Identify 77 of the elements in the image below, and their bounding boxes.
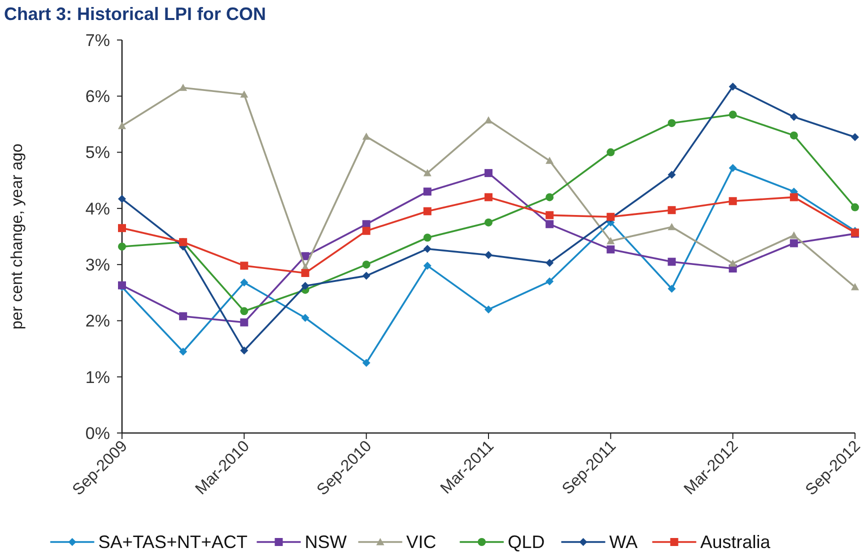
point	[668, 170, 676, 179]
point	[546, 193, 554, 202]
point	[423, 244, 432, 253]
point	[423, 207, 432, 216]
point	[728, 259, 737, 267]
point	[179, 312, 188, 320]
legend-label: Australia	[700, 532, 772, 552]
point	[301, 282, 310, 290]
y-tick-label: 1%	[85, 368, 110, 387]
y-tick-label: 2%	[85, 312, 110, 331]
point	[423, 188, 432, 196]
y-tick-label: 5%	[85, 143, 110, 162]
point	[484, 169, 492, 178]
y-axis-title: per cent change, year ago	[9, 143, 26, 330]
point	[790, 131, 798, 140]
point	[423, 262, 432, 270]
point	[790, 239, 798, 248]
point	[728, 110, 737, 119]
point	[240, 346, 248, 354]
point	[118, 224, 126, 232]
point	[668, 222, 676, 230]
point	[546, 156, 554, 164]
point	[790, 112, 798, 121]
point	[668, 206, 676, 214]
point	[546, 277, 554, 286]
point	[484, 116, 492, 124]
point	[362, 260, 370, 269]
y-tick-label: 7%	[85, 30, 110, 50]
chart-title: Chart 3: Historical LPI for CON	[4, 4, 266, 24]
point	[546, 220, 554, 228]
y-tick-label: 3%	[85, 256, 110, 275]
point	[606, 236, 615, 244]
point	[362, 132, 370, 140]
legend-label: SA+TAS+NT+ACT	[98, 532, 248, 552]
point	[668, 119, 676, 128]
point	[484, 193, 492, 202]
point	[668, 284, 676, 293]
point	[851, 203, 859, 212]
point	[240, 307, 248, 316]
point	[301, 314, 310, 322]
point	[240, 318, 248, 326]
point	[362, 272, 370, 280]
point	[606, 148, 615, 156]
y-tick-label: 6%	[85, 87, 110, 106]
point	[790, 193, 798, 202]
legend-label: VIC	[406, 532, 436, 552]
point	[240, 90, 248, 98]
point	[851, 133, 859, 142]
point	[606, 245, 615, 254]
legend-label: NSW	[304, 532, 347, 552]
point	[851, 283, 859, 290]
point	[179, 348, 188, 356]
point	[728, 82, 737, 91]
point	[546, 211, 554, 220]
point	[118, 242, 126, 251]
point	[240, 278, 248, 287]
point	[179, 84, 188, 91]
point	[484, 251, 492, 260]
legend-label: QLD	[508, 532, 545, 552]
point	[484, 305, 492, 314]
y-tick-label: 0%	[85, 424, 110, 443]
point	[301, 268, 310, 277]
point	[790, 231, 798, 239]
point	[362, 358, 370, 367]
point	[423, 169, 432, 176]
point	[240, 262, 248, 270]
point	[118, 194, 126, 203]
legend-label: WA	[609, 532, 638, 552]
point	[668, 258, 676, 266]
point	[728, 164, 737, 172]
point	[362, 226, 370, 235]
point	[423, 234, 432, 242]
point	[484, 218, 492, 226]
y-tick-label: 4%	[85, 199, 110, 218]
point	[728, 197, 737, 206]
point	[118, 122, 126, 130]
point	[546, 258, 554, 267]
